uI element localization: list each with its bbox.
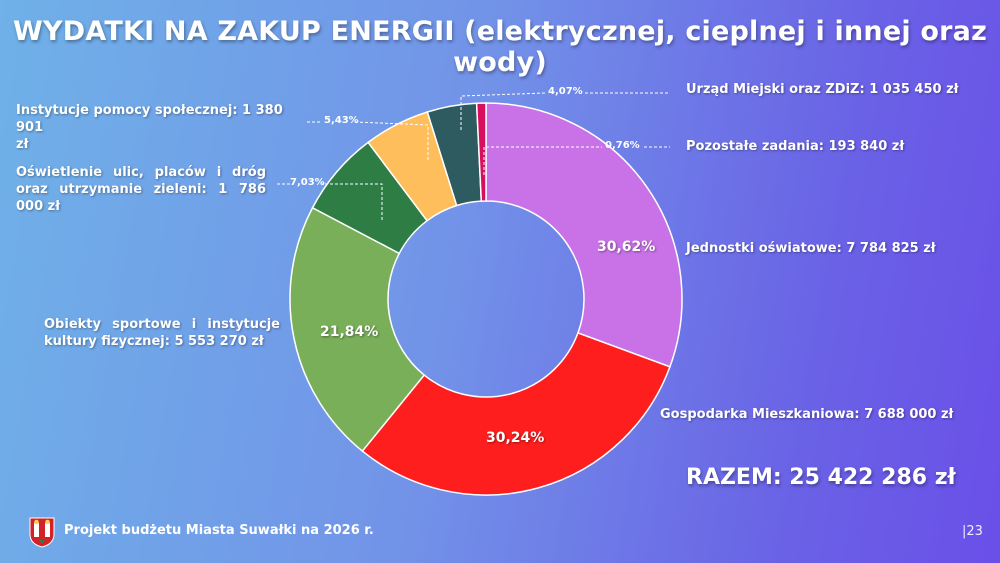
legend-label-obiekty-line2: kultury fizycznej: 5 553 270 zł — [44, 334, 264, 349]
page-title: WYDATKI NA ZAKUP ENERGII (elektrycznej, … — [12, 16, 987, 78]
pct-label-oswietlenie: 7,03% — [290, 177, 325, 188]
leader-line-instytucje — [354, 121, 429, 160]
pct-label-pozostale: 0,76% — [605, 140, 640, 151]
legend-label-oswietlenie-line2: oraz utrzymanie zieleni: 1 786 000 zł — [16, 182, 266, 214]
legend-label-instytucje: Instytucje pomocy społecznej: 1 380 901 … — [16, 102, 306, 153]
total-label: RAZEM: 25 422 286 zł — [686, 465, 956, 490]
legend-label-oswietlenie-line1: Oświetlenie ulic, placów i dróg — [16, 165, 266, 180]
legend-label-gospodarka: Gospodarka Mieszkaniowa: 7 688 000 zł — [660, 407, 954, 422]
page-number: |23 — [962, 524, 983, 539]
pct-label-urzad: 4,07% — [548, 86, 583, 97]
legend-label-urzad: Urząd Miejski oraz ZDiZ: 1 035 450 zł — [686, 82, 959, 97]
slice-pozostale — [475, 102, 487, 202]
legend-label-obiekty: Obiekty sportowe i instytucje kultury fi… — [44, 316, 280, 350]
pct-label-obiekty: 21,84% — [320, 324, 379, 340]
legend-label-jednostki: Jednostki oświatowe: 7 784 825 zł — [686, 241, 936, 256]
leader-line-oswietlenie — [322, 183, 383, 220]
legend-label-instytucje-line1: Instytucje pomocy społecznej: 1 380 901 — [16, 103, 283, 135]
legend-label-instytucje-line2: zł — [16, 137, 29, 152]
slice-jednostki — [485, 102, 683, 368]
leader-line-pozostale — [483, 146, 602, 175]
slice-gospodarka — [361, 331, 671, 496]
slice-obiekty — [289, 206, 426, 453]
legend-label-pozostale: Pozostałe zadania: 193 840 zł — [686, 139, 905, 154]
footer-text: Projekt budżetu Miasta Suwałki na 2026 r… — [64, 523, 374, 538]
leader-line-urzad — [460, 92, 546, 130]
pct-label-instytucje: 5,43% — [324, 115, 359, 126]
pct-label-jednostki: 30,62% — [597, 239, 656, 255]
pct-label-gospodarka: 30,24% — [486, 430, 545, 446]
legend-label-obiekty-line1: Obiekty sportowe i instytucje — [44, 317, 280, 332]
legend-label-oswietlenie: Oświetlenie ulic, placów i dróg oraz utr… — [16, 164, 266, 215]
coat-of-arms-icon — [29, 517, 55, 548]
